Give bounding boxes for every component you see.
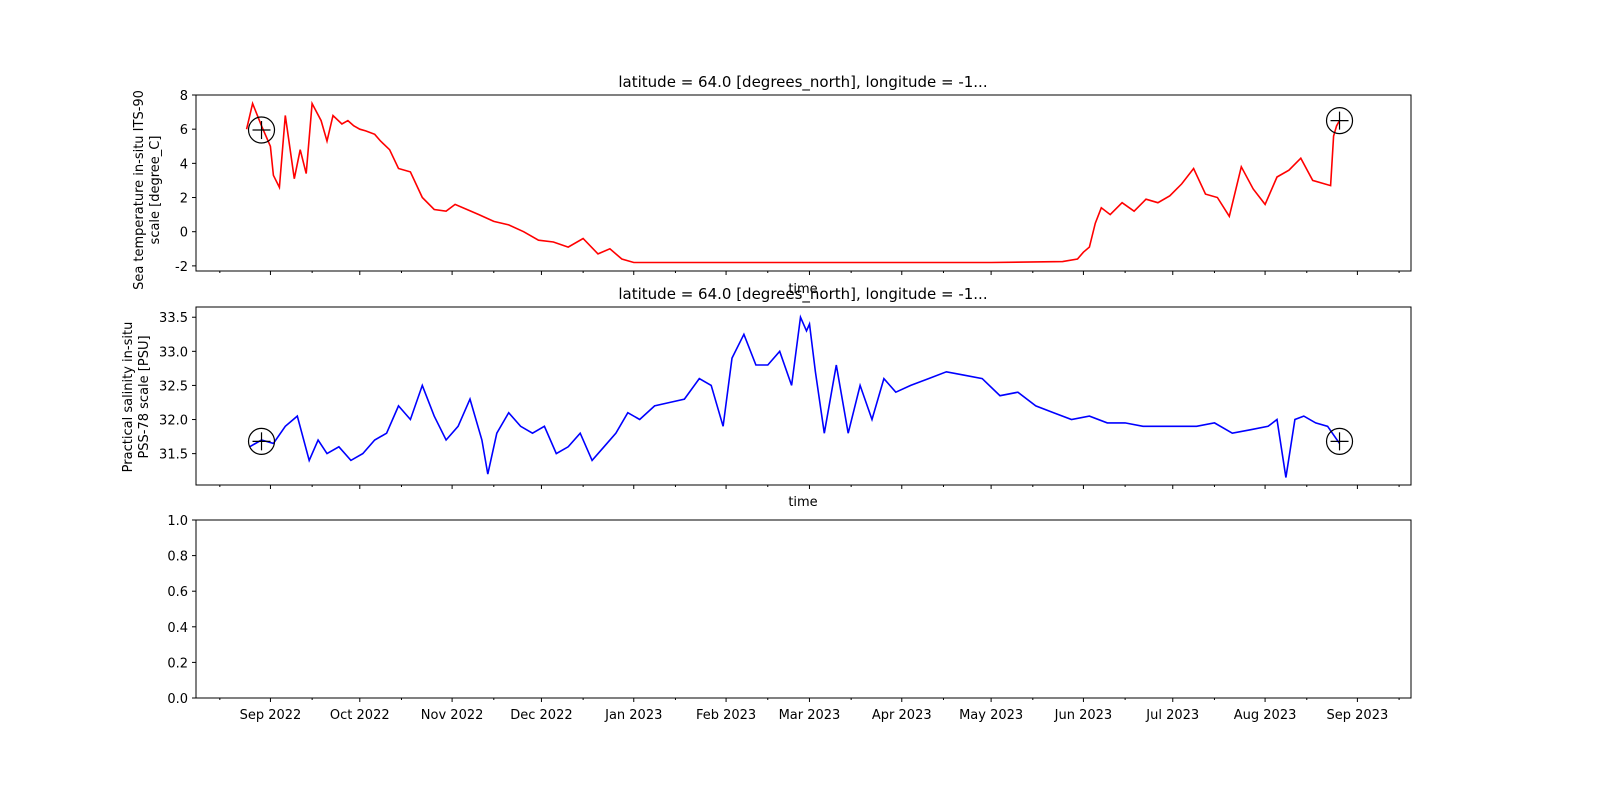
data-series-line	[249, 314, 1341, 478]
temperature-y-axis-label-line-2: scale [degree_C]	[148, 136, 163, 245]
y-tick-label: 2	[180, 192, 188, 207]
x-tick-label: Jun 2023	[1054, 708, 1113, 723]
y-tick-label: 0.0	[167, 692, 188, 707]
axes-frame	[195, 94, 1412, 272]
temperature-panel: latitude = 64.0 [degrees_north], longitu…	[132, 73, 1412, 297]
temperature-panel-title: latitude = 64.0 [degrees_north], longitu…	[618, 73, 987, 92]
x-tick-label: May 2023	[959, 708, 1023, 723]
y-tick-label: 1.0	[167, 514, 188, 529]
axes-frame	[195, 519, 1412, 699]
axes-frame	[195, 306, 1412, 486]
y-tick-label: 0.8	[167, 550, 188, 565]
x-tick-label: Dec 2022	[510, 708, 572, 723]
temperature-y-axis-label-line-1: Sea temperature in-situ ITS-90	[132, 90, 147, 290]
x-tick-label: Nov 2022	[421, 708, 484, 723]
salinity-y-axis-label-line-1: Practical salinity in-situ	[121, 322, 136, 473]
y-tick-label: 32.0	[159, 414, 188, 429]
empty-panel: 0.0 0.2 0.4 0.6 0.8 1.0 Sep 2022 Oct 2022 Nov 20…	[167, 514, 1412, 723]
circle-plus-marker	[247, 116, 276, 144]
x-tick-label: Aug 2023	[1234, 708, 1297, 723]
x-tick-label: Feb 2023	[696, 708, 756, 723]
salinity-panel: latitude = 64.0 [degrees_north], longitu…	[121, 285, 1412, 510]
temperature-x-axis-label: time	[788, 282, 817, 297]
y-tick-label: 0	[180, 226, 188, 241]
x-tick-label: Sep 2023	[1327, 708, 1389, 723]
x-tick-label: Apr 2023	[872, 708, 932, 723]
salinity-panel-title: latitude = 64.0 [degrees_north], longitu…	[618, 285, 987, 304]
x-tick-label: Oct 2022	[330, 708, 390, 723]
x-tick-label: Mar 2023	[779, 708, 841, 723]
y-tick-label: 33.5	[159, 311, 188, 326]
temperature-y-axis-label: Sea temperature in-situ ITS-90 scale [de…	[132, 90, 163, 290]
y-tick-label: 0.4	[167, 621, 188, 636]
circle-plus-marker	[1325, 427, 1354, 455]
x-tick-label: Jul 2023	[1145, 708, 1199, 723]
y-tick-label: 0.2	[167, 656, 188, 671]
y-tick-label: 31.5	[159, 448, 188, 463]
salinity-y-axis-label-line-2: PSS-78 scale [PSU]	[137, 335, 152, 458]
salinity-y-axis-label: Practical salinity in-situ PSS-78 scale …	[121, 322, 152, 473]
y-tick-label: 0.6	[167, 585, 188, 600]
circle-plus-marker	[1325, 107, 1354, 135]
y-tick-label: 32.5	[159, 379, 188, 394]
x-tick-label: Jan 2023	[604, 708, 662, 723]
x-tick-label: Sep 2022	[240, 708, 302, 723]
circle-plus-marker	[247, 427, 276, 455]
data-series-line	[245, 100, 1341, 264]
y-tick-label: 6	[180, 123, 188, 138]
y-tick-label: 8	[180, 89, 188, 104]
y-tick-label: 33.0	[159, 345, 188, 360]
y-tick-label: -2	[175, 260, 188, 275]
y-tick-label: 4	[180, 157, 188, 172]
salinity-x-axis-label: time	[788, 495, 817, 510]
